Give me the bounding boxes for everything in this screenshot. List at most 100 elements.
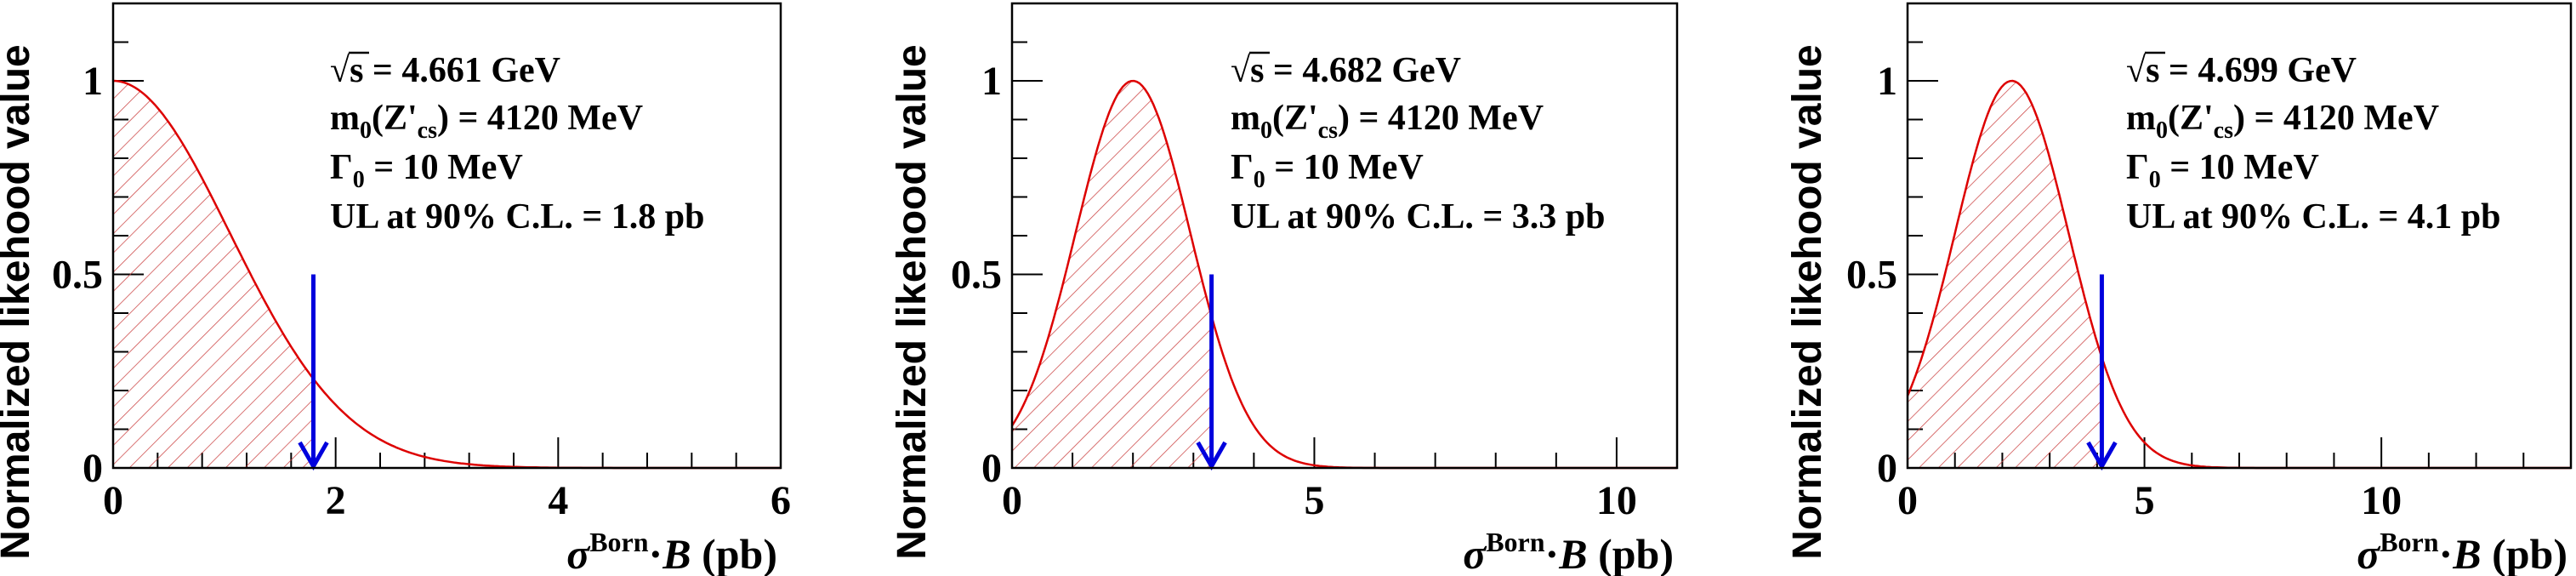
hatched-area [113,81,314,468]
mass-sub2: cs [418,117,437,144]
width-symbol: Γ [1231,148,1254,187]
y-tick-label: 1 [981,59,1002,104]
y-tick-label: 1 [1877,59,1897,104]
upper-limit-arrow [1196,274,1227,471]
y-tick-label: 0 [1877,446,1897,491]
sqrt-s-line: √s = 4.682 GeV [1231,51,1461,90]
y-axis-label-wrap: Normalized likehood value [1785,44,1830,559]
mass-sub2: cs [2214,117,2233,144]
sqrt-s-text: s = 4.661 GeV [350,51,560,90]
sqrt-s-line: √s = 4.661 GeV [330,51,560,90]
arrow-head [1196,441,1227,471]
width-post: = 10 MeV [2161,148,2319,187]
y-axis-label: Normalized likehood value [890,44,935,559]
width-sub: 0 [2149,167,2161,193]
mass-sub: 0 [360,117,372,144]
x-label-sup: Born [2380,527,2439,557]
hatched-area [1012,81,1212,468]
x-label-b: B [1558,530,1587,576]
width-line: Γ0 = 10 MeV [2126,148,2319,193]
plot-frame [1906,2,2573,470]
width-post: = 10 MeV [365,148,523,187]
sqrt-symbol: √ [2126,51,2147,90]
annotation-box: √s = 4.661 GeV m0(Z'cs) = 4120 MeV Γ0 = … [330,51,705,237]
upper-limit-arrow [2086,274,2118,471]
x-label-unit: (pb) [1588,530,1674,576]
mass-mid: (Z' [2168,99,2214,138]
y-tick-label: 1 [82,59,103,104]
x-tick-label: 5 [1304,478,1324,523]
y-tick-label: 0.5 [52,253,103,298]
sqrt-symbol: √ [330,51,350,90]
tick-labels: 0 2 4 6 0 0.5 1 [52,59,791,523]
arrow-head [298,441,329,471]
mass-mid: (Z' [1272,99,1318,138]
x-label-sup: Born [1486,527,1545,557]
mass-post: ) = 4120 MeV [437,99,643,138]
mass-line: m0(Z'cs) = 4120 MeV [1231,99,1544,144]
y-axis-label-wrap: Normalized likehood value [0,44,38,559]
y-tick-label: 0 [981,446,1002,491]
mass-line: m0(Z'cs) = 4120 MeV [2126,99,2439,144]
y-axis-label: Normalized likehood value [1785,44,1830,559]
sqrt-s-text: s = 4.699 GeV [2146,51,2357,90]
sqrt-s-line: √s = 4.699 GeV [2126,51,2357,90]
x-label-unit: (pb) [2482,530,2567,576]
sqrt-s-text: s = 4.682 GeV [1250,51,1461,90]
width-symbol: Γ [330,148,353,187]
x-tick-label: 10 [2361,478,2402,523]
x-axis-label: σBorn·B (pb) [1463,527,1674,576]
mass-symbol: m [1231,99,1260,138]
x-label-sigma: σ [2357,530,2381,576]
width-symbol: Γ [2126,148,2149,187]
x-tick-label: 10 [1596,478,1637,523]
x-label-unit: (pb) [691,530,777,576]
plot-frame [1010,2,1679,470]
mass-post: ) = 4120 MeV [2233,99,2439,138]
sqrt-symbol: √ [1231,51,1251,90]
width-line: Γ0 = 10 MeV [330,148,523,193]
arrow-head [2086,441,2118,471]
x-label-sigma: σ [566,530,591,576]
width-sub: 0 [1254,167,1265,193]
x-tick-label: 0 [103,478,123,523]
upper-limit-line: UL at 90% C.L. = 4.1 pb [2126,197,2501,237]
y-tick-label: 0.5 [951,253,1002,298]
tick-labels: 0 5 10 0 0.5 1 [1846,59,2402,523]
x-tick-label: 6 [771,478,791,523]
mass-post: ) = 4120 MeV [1338,99,1544,138]
x-axis-label: σBorn·B (pb) [566,527,777,576]
panel-2: Normalized likehood value 0 5 10 0 0.5 1… [890,2,1679,576]
x-tick-label: 0 [1897,478,1918,523]
tick-labels: 0 5 10 0 0.5 1 [951,59,1637,523]
annotation-box: √s = 4.682 GeV m0(Z'cs) = 4120 MeV Γ0 = … [1231,51,1606,237]
x-tick-label: 2 [326,478,346,523]
x-label-sigma: σ [1463,530,1487,576]
mass-sub: 0 [1260,117,1272,144]
y-axis-label: Normalized likehood value [0,44,38,559]
plot-frame [111,2,782,470]
mass-symbol: m [330,99,360,138]
mass-line: m0(Z'cs) = 4120 MeV [330,99,643,144]
upper-limit-line: UL at 90% C.L. = 1.8 pb [330,197,705,237]
x-label-dot: · [649,530,663,576]
mass-mid: (Z' [372,99,418,138]
width-sub: 0 [353,167,365,193]
x-tick-label: 4 [548,478,568,523]
x-tick-label: 5 [2135,478,2155,523]
panel-3: Normalized likehood value 0 5 10 0 0.5 1… [1785,2,2573,576]
x-label-b: B [662,530,691,576]
upper-limit-arrow [298,274,329,471]
width-line: Γ0 = 10 MeV [1231,148,1424,193]
mass-sub2: cs [1318,117,1338,144]
upper-limit-line: UL at 90% C.L. = 3.3 pb [1231,197,1606,237]
x-label-dot: · [2439,530,2454,576]
x-label-sup: Born [589,527,649,557]
mass-symbol: m [2126,99,2156,138]
x-label-b: B [2452,530,2481,576]
annotation-box: √s = 4.699 GeV m0(Z'cs) = 4120 MeV Γ0 = … [2126,51,2501,237]
y-tick-label: 0.5 [1846,253,1897,298]
width-post: = 10 MeV [1265,148,1424,187]
y-axis-label-wrap: Normalized likehood value [890,44,935,559]
